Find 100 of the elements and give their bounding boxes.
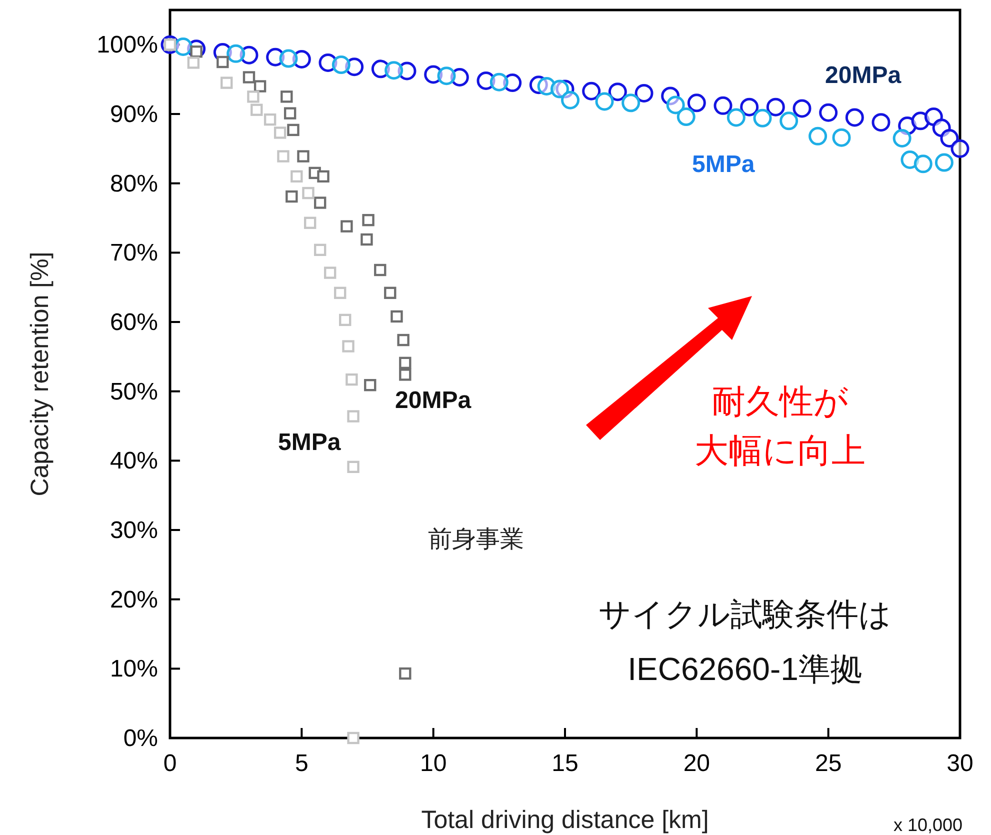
point	[314, 196, 326, 209]
annotation: 耐久性が	[712, 383, 848, 421]
series-label: 5MPa	[278, 429, 342, 456]
point	[347, 410, 360, 422]
y-tick-label: 30%	[110, 517, 158, 544]
point	[334, 286, 346, 299]
point	[634, 84, 654, 102]
point	[290, 170, 303, 182]
point	[347, 460, 360, 474]
point	[940, 129, 959, 148]
point	[264, 113, 276, 126]
y-tick-label: 90%	[110, 101, 158, 128]
point	[346, 373, 358, 386]
point	[914, 154, 932, 174]
point	[892, 129, 912, 148]
y-axis-title: Capacity retention [%]	[26, 252, 54, 496]
point	[832, 128, 851, 147]
point	[384, 286, 396, 299]
series-label: 20MPa	[825, 62, 902, 89]
annotation: 前身事業	[428, 526, 524, 553]
point	[286, 190, 298, 203]
point	[297, 150, 310, 162]
point	[950, 139, 970, 158]
x-axis-title: Total driving distance [km]	[421, 806, 709, 834]
point	[187, 56, 200, 69]
point	[324, 266, 336, 279]
point	[726, 108, 746, 127]
point	[304, 216, 316, 229]
point	[284, 107, 296, 120]
text: x 10,000	[893, 815, 963, 835]
point	[247, 90, 260, 103]
point	[339, 314, 352, 326]
point	[216, 56, 229, 68]
point	[362, 214, 374, 226]
point	[792, 99, 812, 118]
point	[808, 126, 828, 146]
point	[780, 112, 798, 130]
point	[676, 108, 696, 126]
point	[250, 104, 263, 116]
y-tick-label: 20%	[110, 586, 158, 614]
x-tick-label: 25	[814, 750, 842, 777]
point	[740, 98, 759, 116]
point	[753, 108, 772, 128]
point	[254, 80, 266, 92]
point	[550, 80, 569, 98]
y-tick-label: 100%	[96, 32, 158, 59]
point	[934, 153, 954, 172]
y-tick-label: 80%	[110, 170, 158, 198]
point	[340, 220, 353, 232]
point	[399, 368, 412, 381]
point	[277, 150, 290, 162]
x-tick-label: 20	[683, 750, 710, 777]
point	[666, 96, 685, 114]
y-tick-label: 10%	[110, 656, 158, 683]
y-tick-label: 0%	[123, 725, 158, 752]
y-tick-label: 60%	[110, 309, 158, 336]
point	[437, 66, 456, 86]
point	[397, 334, 410, 346]
x-tick-label: 15	[552, 750, 578, 777]
point	[332, 56, 350, 74]
point	[347, 732, 360, 744]
point	[595, 92, 614, 111]
point	[399, 356, 412, 370]
series-label: 20MPa	[395, 387, 472, 414]
x-tick-label: 5	[294, 750, 308, 777]
point	[687, 94, 706, 112]
point	[390, 310, 403, 323]
point	[317, 170, 330, 182]
point	[384, 61, 404, 80]
point	[174, 37, 192, 56]
point	[274, 126, 286, 139]
point	[279, 49, 298, 68]
x-tick-label: 30	[946, 750, 974, 777]
point	[280, 90, 293, 103]
point	[287, 124, 300, 136]
point	[220, 76, 233, 89]
series-label: 5MPa	[692, 151, 756, 178]
annotation: サイクル試験条件は	[598, 596, 892, 632]
point	[226, 44, 246, 63]
point	[399, 667, 412, 680]
point	[766, 98, 785, 116]
y-tick-label: 40%	[110, 448, 158, 475]
point	[714, 96, 732, 115]
point	[582, 82, 601, 100]
x-tick-label: 10	[420, 750, 447, 777]
point	[490, 72, 508, 92]
point	[302, 186, 314, 200]
point	[819, 103, 838, 122]
point	[314, 244, 326, 256]
point	[242, 71, 256, 84]
point	[342, 340, 354, 352]
y-tick-label: 50%	[110, 378, 158, 406]
point	[360, 233, 373, 246]
point	[364, 378, 376, 392]
point	[561, 90, 580, 110]
x-tick-label: 0	[163, 750, 177, 777]
annotation: IEC62660-1準拠	[628, 651, 862, 687]
point	[872, 113, 890, 132]
point	[608, 82, 627, 102]
annotation: 大幅に向上	[694, 432, 866, 470]
